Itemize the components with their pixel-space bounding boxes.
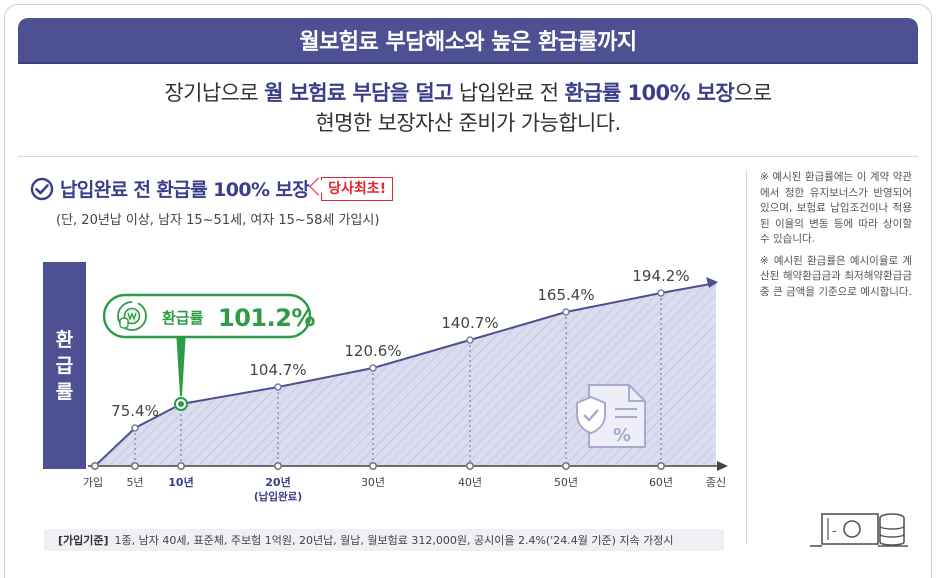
svg-text:%: % [613, 425, 631, 446]
disclaimer-note: ※ 예시된 환급률은 예시이율로 계산된 해약환급금과 최저해약환급금 중 큰 … [760, 254, 912, 298]
x-tick-label: 30년 [361, 476, 385, 489]
subhead-text: 납입완료 전 [452, 81, 565, 105]
x-tick-label: 종신 [706, 476, 726, 489]
y-label-char: 급 [55, 354, 74, 377]
callout-pointer [176, 330, 186, 396]
divider [18, 156, 918, 157]
notes-divider [746, 170, 747, 545]
x-tick-label: 20년 [265, 475, 290, 489]
x-tick-marker [177, 461, 186, 470]
data-label: 75.4% [111, 402, 159, 420]
card-frame [4, 4, 932, 578]
section-title: 납입완료 전 환급률 100% 보장 당사최초! [30, 175, 394, 202]
x-tick-marker [131, 461, 140, 470]
basis-text: 1종, 남자 40세, 표준체, 주보험 1억원, 20년납, 월납, 월보험료… [114, 534, 674, 547]
subhead-line2: 현명한 보장자산 준비가 가능합니다. [315, 111, 621, 135]
data-point [657, 289, 665, 297]
section-title-text: 납입완료 전 환급률 100% 보장 [60, 179, 310, 201]
data-label: 194.2% [632, 267, 689, 285]
x-tick-label: 10년 [168, 475, 193, 489]
check-circle-icon [30, 177, 54, 200]
y-label-char: 환 [55, 328, 74, 351]
subhead-emphasis: 월 보험료 부담을 덜고 [264, 81, 453, 105]
x-tick-marker [561, 461, 570, 470]
x-tick-sublabel: (납입완료) [254, 490, 302, 503]
x-tick-label: 50년 [554, 476, 578, 489]
subhead-text: 으로 [734, 81, 772, 105]
y-axis-label: 환 급 률 [43, 262, 86, 469]
callout-value: 101.2% [218, 304, 315, 332]
data-point [274, 383, 282, 391]
x-tick-label: 60년 [649, 476, 673, 489]
area-fill [95, 283, 716, 466]
banner-title: 월보험료 부담해소와 높은 환급률까지 [18, 18, 918, 62]
x-tick-marker [465, 461, 474, 470]
data-label: 165.4% [537, 286, 594, 304]
subhead-line1: 장기납으로 월 보험료 부담을 덜고 납입완료 전 환급률 100% 보장으로 [18, 78, 918, 108]
y-label-char: 률 [55, 380, 74, 403]
money-coins-icon: - [810, 513, 908, 547]
data-point [131, 424, 139, 432]
x-tick-marker [368, 461, 377, 470]
series-arrowhead [706, 277, 718, 288]
x-axis-arrowhead [717, 461, 728, 471]
data-label: 104.7% [249, 361, 306, 379]
x-tick-label: 40년 [458, 476, 482, 489]
subheadline: 장기납으로 월 보험료 부담을 덜고 납입완료 전 환급률 100% 보장으로 … [18, 78, 918, 138]
data-label: 140.7% [441, 314, 498, 332]
banner-shadow [18, 62, 918, 64]
data-point [562, 308, 570, 316]
first-badge: 당사최초! [321, 176, 394, 201]
subhead-emphasis: 환급률 100% 보장 [564, 81, 735, 105]
x-tick-marker [656, 461, 665, 470]
data-point [369, 364, 377, 372]
data-point [466, 336, 474, 344]
condition-note: (단, 20년납 이상, 남자 15~51세, 여자 15~58세 가입시) [56, 213, 380, 228]
disclaimer-note: ※ 예시된 환급률에는 이 계약 약관에서 정한 유지보너스가 반영되어 있으며… [760, 171, 912, 245]
subhead-text: 장기납으로 [164, 81, 265, 105]
x-tick-marker [273, 461, 282, 470]
highlight-point-core [178, 401, 184, 407]
basis-label: [가입기준] [58, 534, 109, 547]
x-tick-label: 가입 [83, 476, 103, 489]
refund-coin-icon [117, 301, 147, 331]
data-label: 120.6% [344, 342, 401, 360]
svg-text:-: - [832, 524, 837, 539]
callout-label: 환급률 [162, 309, 204, 327]
enrollment-basis: [가입기준] 1종, 남자 40세, 표준체, 주보험 1억원, 20년납, 월… [44, 529, 724, 551]
document-shield-icon: % [576, 384, 646, 448]
x-tick-label: 5년 [126, 476, 143, 489]
x-tick-marker [91, 461, 100, 470]
disclaimer-notes: ※ 예시된 환급률에는 이 계약 약관에서 정한 유지보너스가 반영되어 있으며… [760, 170, 912, 306]
callout-bubble [102, 293, 312, 339]
